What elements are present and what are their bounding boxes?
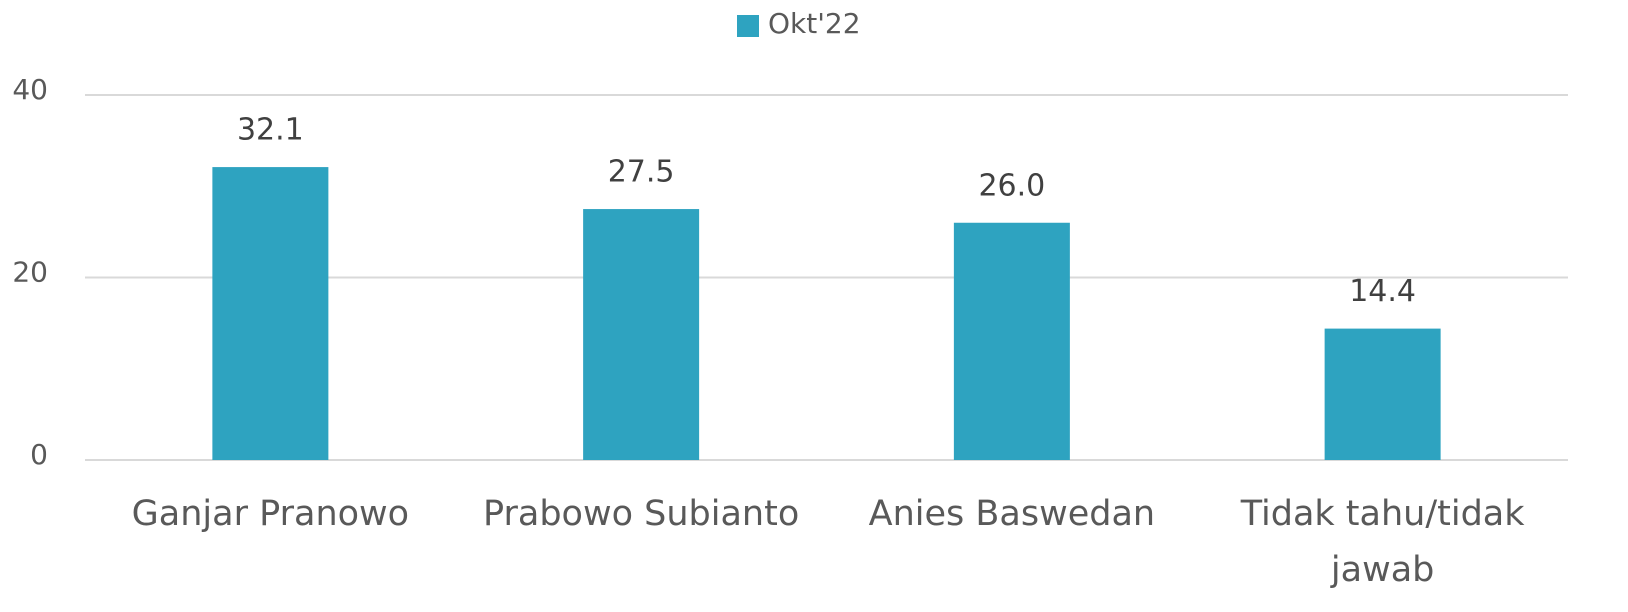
y-tick-label: 20 bbox=[12, 256, 48, 289]
bar bbox=[1324, 328, 1441, 460]
y-tick-label: 0 bbox=[30, 438, 48, 471]
value-label: 14.4 bbox=[1349, 274, 1416, 309]
legend-swatch bbox=[737, 15, 759, 37]
x-tick-label: Prabowo Subianto bbox=[483, 494, 800, 534]
value-label: 32.1 bbox=[237, 113, 304, 148]
legend-label: Okt'22 bbox=[768, 7, 861, 40]
x-tick-label: Tidak tahu/tidak jawab bbox=[1240, 494, 1525, 590]
value-label: 26.0 bbox=[978, 168, 1045, 203]
value-label: 27.5 bbox=[608, 155, 675, 190]
bar bbox=[212, 167, 329, 460]
bar bbox=[953, 222, 1070, 460]
x-tick-label: Ganjar Pranowo bbox=[131, 494, 410, 534]
y-tick-label: 40 bbox=[12, 73, 48, 106]
x-tick-label: Anies Baswedan bbox=[868, 494, 1156, 534]
bar bbox=[583, 209, 700, 460]
